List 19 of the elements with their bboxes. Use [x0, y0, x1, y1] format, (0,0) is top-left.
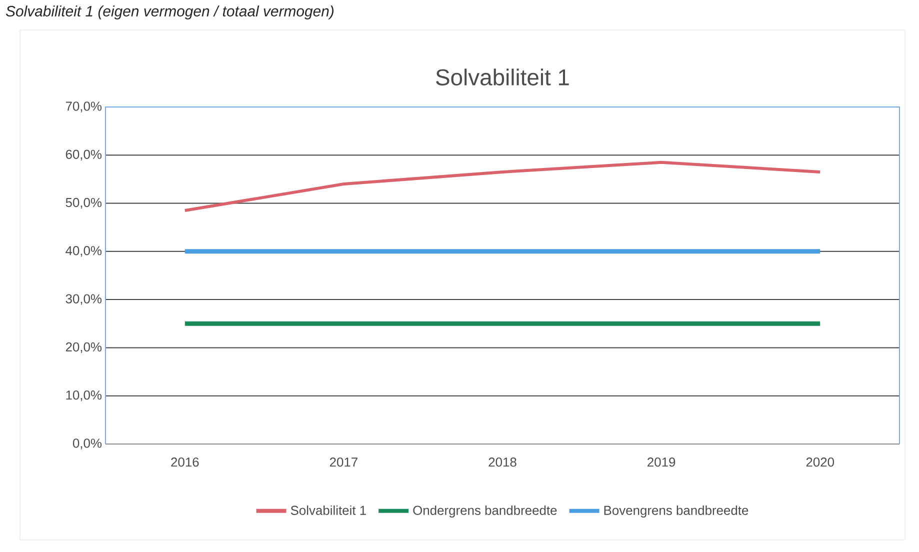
y-tick-label: 40,0% [66, 246, 102, 257]
legend-label: Ondergrens bandbreedte [413, 505, 557, 518]
y-tick-label: 0,0% [72, 438, 102, 450]
x-tick-label: 2020 [806, 458, 834, 467]
text: Solvabiliteit 1 (eigen vermogen / totaal vermogen) [6, 6, 334, 20]
x-tick-label: 2019 [648, 458, 676, 467]
y-tick-label: 50,0% [66, 198, 102, 209]
x-tick-label: 2017 [330, 458, 358, 467]
legend-label: Solvabiliteit 1 [290, 505, 366, 515]
y-tick-label: 20,0% [66, 342, 102, 354]
y-tick-label: 30,0% [66, 294, 102, 305]
x-tick-label: 2018 [488, 458, 516, 467]
chart-title: Solvabiliteit 1 [436, 68, 569, 86]
x-tick-label: 2016 [171, 458, 199, 467]
y-tick-label: 60,0% [66, 150, 102, 160]
legend-label: Bovengrens bandbreedte [604, 505, 748, 518]
y-tick-label: 70,0% [66, 102, 102, 112]
line-series [183, 160, 822, 212]
y-tick-label: 10,0% [66, 390, 102, 402]
